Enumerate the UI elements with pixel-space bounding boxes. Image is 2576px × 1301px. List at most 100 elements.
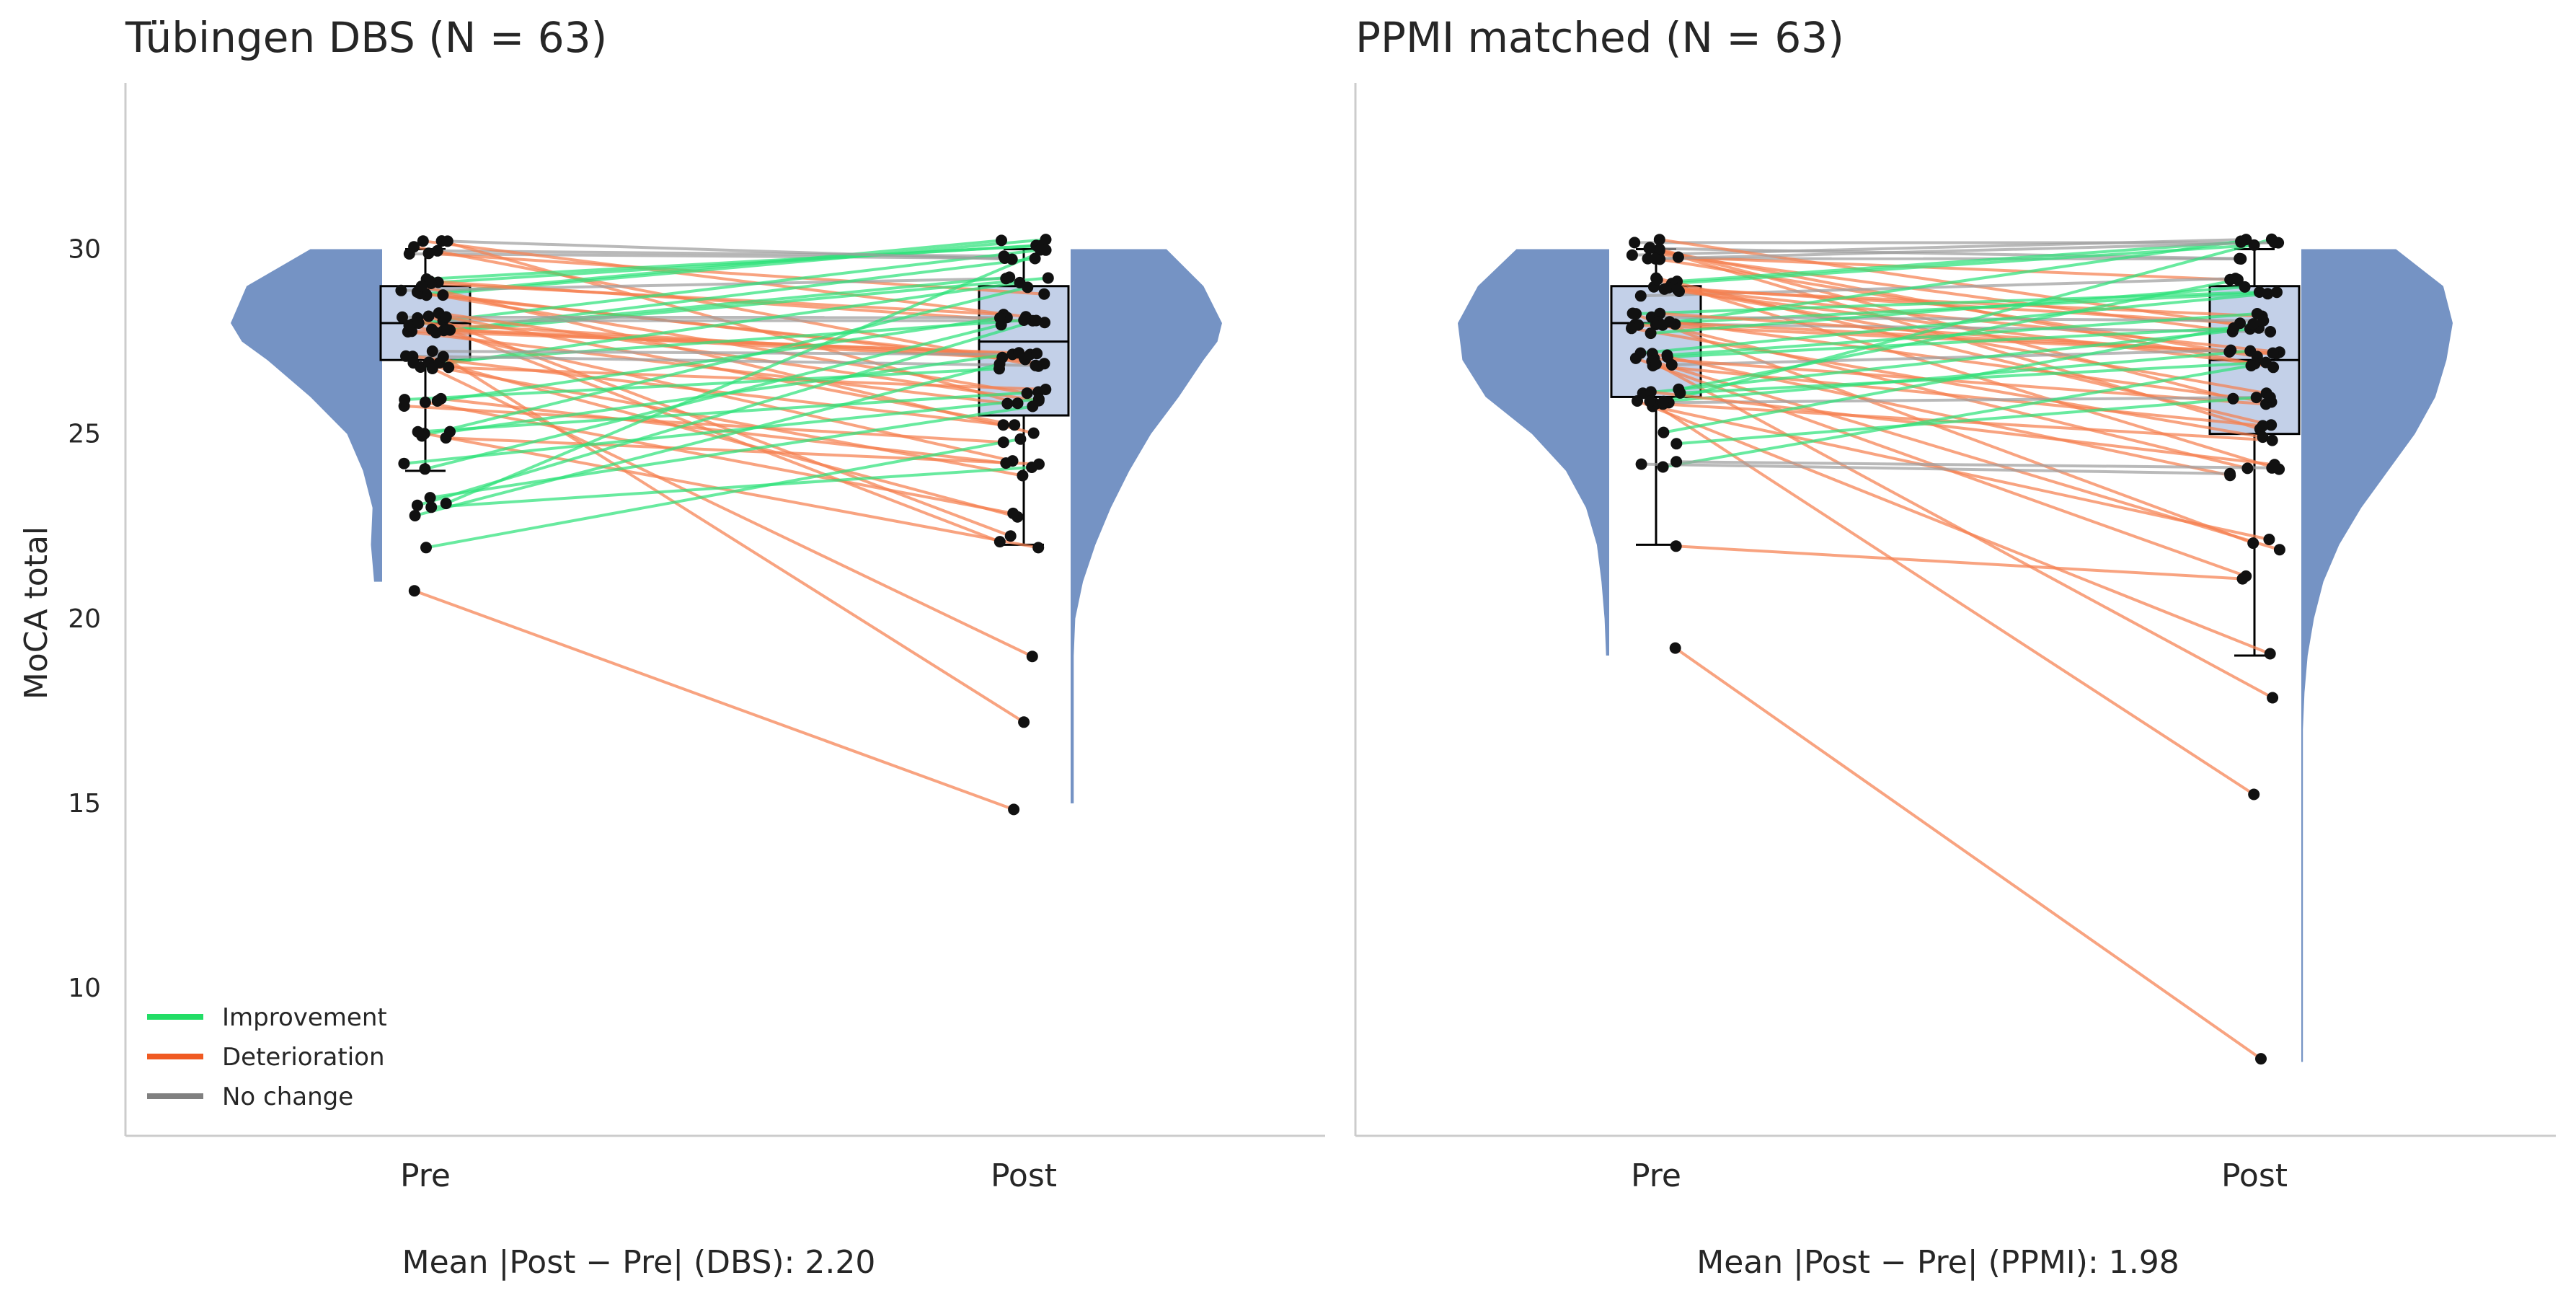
point-post	[1026, 650, 1038, 663]
point-pre	[415, 281, 428, 292]
point-pre	[1635, 458, 1647, 470]
violin-post	[2301, 249, 2453, 1062]
point-post	[2247, 537, 2259, 550]
point-post	[1017, 469, 1029, 482]
point-pre	[1644, 395, 1656, 407]
point-pre	[397, 311, 408, 323]
pair-line	[1676, 460, 2272, 469]
point-pre	[443, 361, 455, 374]
point-post	[1000, 457, 1012, 469]
point-post	[2259, 356, 2272, 369]
point-pre	[1651, 273, 1663, 286]
point-post	[2235, 235, 2247, 247]
x-tick-pre: Pre	[1631, 1157, 1681, 1194]
mean-abs-diff-footer: Mean |Post − Pre| (DBS): 2.20	[402, 1244, 876, 1281]
pair-line	[404, 367, 1000, 402]
point-post	[1018, 314, 1030, 326]
point-post	[1027, 400, 1039, 413]
pair-line	[1637, 400, 2271, 656]
pair-line	[1680, 361, 2266, 394]
point-pre	[1665, 358, 1678, 371]
pair-line	[425, 437, 1021, 550]
point-pre	[1658, 283, 1670, 295]
pair-line	[1671, 243, 2254, 286]
point-post	[2239, 281, 2251, 293]
point-pre	[417, 235, 429, 247]
pair-line	[1678, 278, 2239, 391]
point-pre	[408, 241, 420, 253]
point-post	[1008, 803, 1020, 816]
point-post	[2231, 273, 2244, 286]
pair-line	[428, 319, 1024, 364]
point-post	[2235, 253, 2247, 265]
point-pre	[1626, 249, 1638, 261]
point-post	[993, 536, 1006, 548]
violin-pre	[231, 249, 382, 582]
point-post	[1021, 387, 1033, 400]
pair-line	[1669, 320, 2272, 404]
point-post	[1031, 348, 1043, 360]
point-pre	[425, 501, 438, 513]
point-post	[2267, 347, 2279, 359]
pair-line	[1650, 285, 2245, 335]
y-tick-label: 20	[68, 604, 101, 634]
pair-line	[1650, 390, 2275, 467]
pair-line	[422, 239, 1027, 319]
point-post	[1007, 507, 1019, 519]
point-pre	[409, 510, 421, 521]
pair-line	[1676, 240, 2241, 283]
point-pre	[419, 463, 431, 475]
point-post	[2268, 237, 2280, 249]
point-pre	[412, 425, 424, 438]
point-post	[993, 358, 1006, 370]
point-pre	[1654, 307, 1666, 319]
point-pre	[1645, 327, 1657, 340]
pair-line	[435, 276, 1048, 335]
point-post	[2264, 648, 2276, 660]
panel-dbs: 10 15 20 25 30 Pre Post Tübingen DBS (N = 63…	[18, 13, 1325, 1281]
point-post	[2264, 391, 2276, 403]
mean-abs-diff-footer: Mean |Post − Pre| (PPMI): 1.98	[1696, 1244, 2179, 1281]
point-post	[2262, 288, 2274, 300]
point-post	[1009, 419, 1021, 431]
legend-label-deterioration: Deterioration	[222, 1043, 385, 1072]
point-post	[2248, 239, 2260, 251]
pair-line	[447, 239, 1012, 261]
pair-line	[1659, 238, 2259, 330]
point-pre	[440, 311, 452, 323]
pair-line	[1652, 352, 2231, 477]
point-post	[1013, 347, 1025, 359]
pair-line	[415, 362, 1001, 517]
pair-line	[414, 589, 1014, 811]
violin-pre	[1458, 249, 1609, 656]
pair-line	[1676, 544, 2243, 581]
pair-line	[442, 355, 1025, 723]
point-pre	[422, 310, 435, 322]
pair-line	[431, 466, 1032, 509]
point-post	[2263, 534, 2275, 545]
point-pre	[1626, 322, 1637, 335]
point-post	[2257, 420, 2269, 432]
point-post	[1004, 530, 1017, 542]
pair-line	[1674, 646, 2262, 1060]
point-post	[2248, 788, 2260, 801]
pair-line	[421, 286, 1028, 438]
point-pre	[1657, 319, 1669, 331]
point-pre	[441, 324, 453, 336]
point-post	[1040, 244, 1052, 256]
legend-label-no-change: No change	[222, 1082, 353, 1111]
point-post	[2250, 392, 2262, 404]
point-post	[1030, 359, 1042, 371]
point-post	[1001, 397, 1014, 410]
point-pre	[398, 457, 410, 469]
pair-line	[412, 248, 1041, 326]
pair-line	[1655, 241, 2275, 260]
x-tick-pre: Pre	[400, 1157, 451, 1194]
point-pre	[412, 317, 425, 329]
point-pre	[1670, 540, 1682, 552]
point-pre	[426, 345, 438, 357]
point-pre	[426, 323, 438, 335]
point-pre	[437, 289, 449, 301]
point-pre	[1657, 398, 1669, 410]
point-pre	[1629, 237, 1641, 249]
